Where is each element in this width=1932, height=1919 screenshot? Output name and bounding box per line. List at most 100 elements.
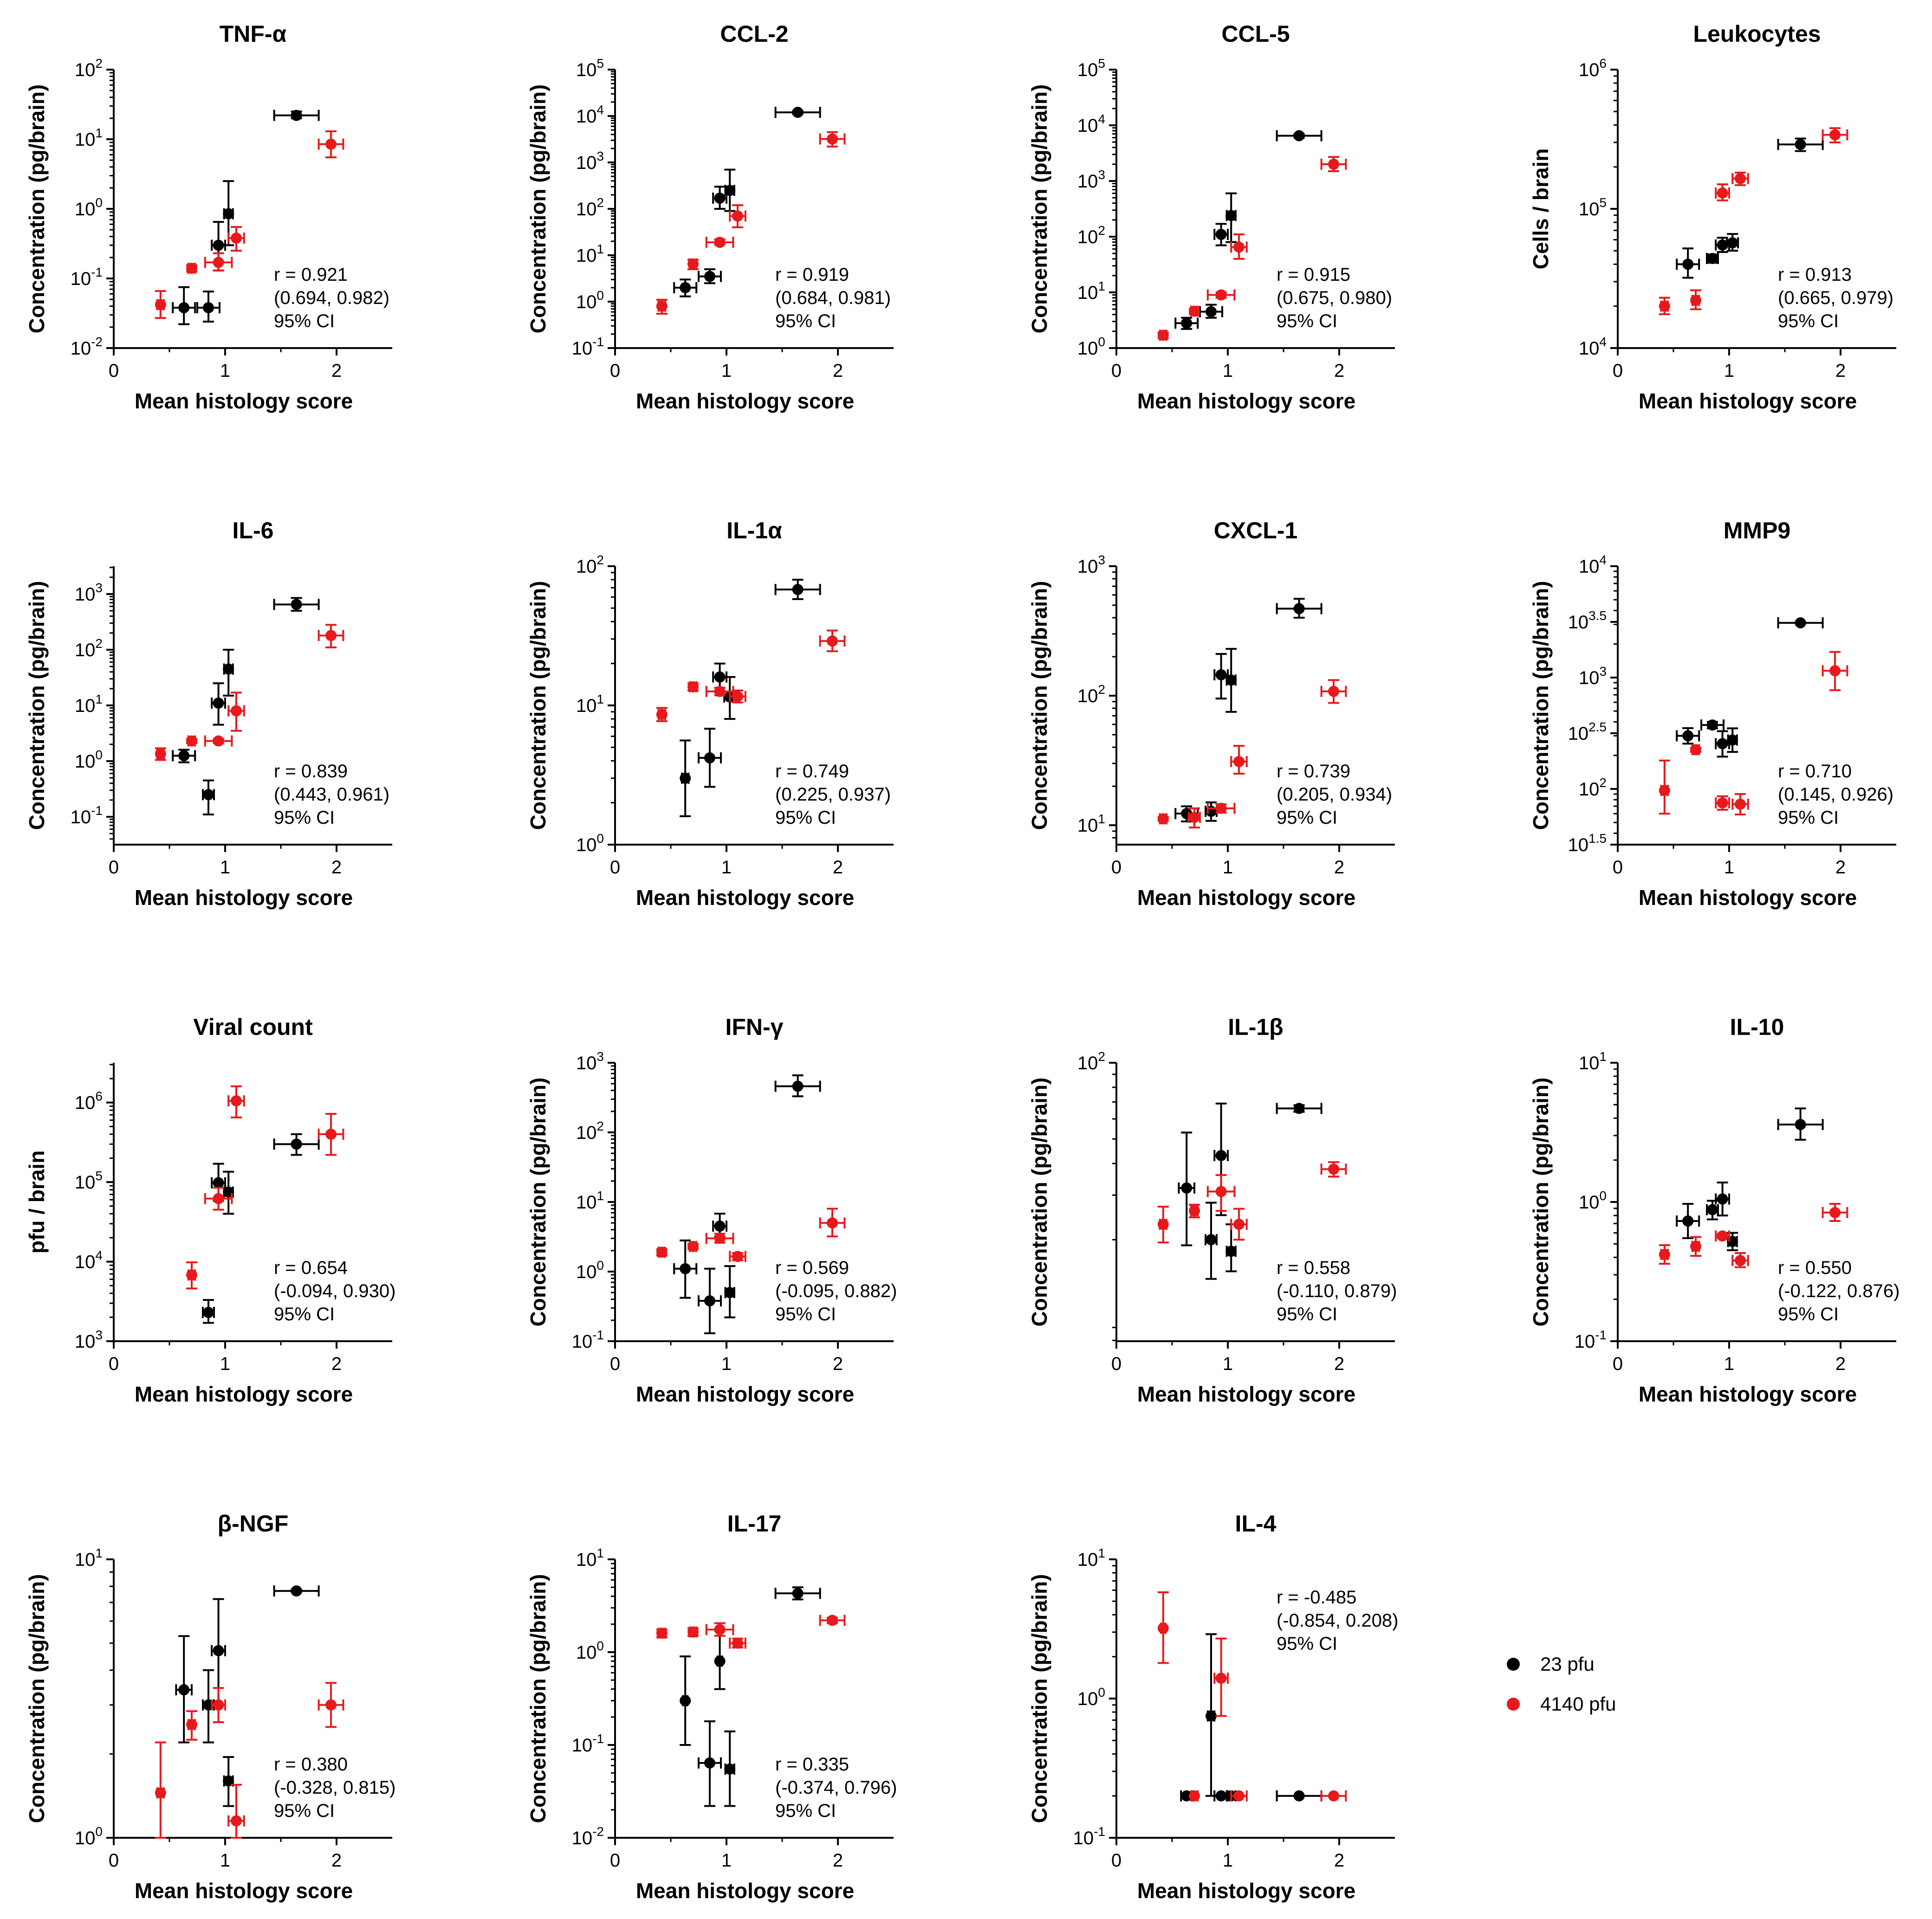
correlation-r: r = 0.380 — [274, 1754, 348, 1775]
data-point — [698, 268, 722, 284]
series-4140-pfu — [1157, 1591, 1347, 1802]
correlation-r: r = 0.558 — [1277, 1258, 1350, 1278]
data-point — [656, 1247, 668, 1258]
data-point — [172, 286, 196, 325]
point-marker — [1215, 1150, 1227, 1161]
point-marker — [325, 138, 337, 150]
y-tick-exponent: 0 — [596, 1639, 604, 1653]
data-point — [273, 1585, 320, 1597]
data-point — [1230, 745, 1248, 775]
x-tick-label: 2 — [833, 1850, 843, 1871]
point-marker — [656, 300, 668, 312]
point-marker — [714, 671, 726, 683]
point-marker — [1829, 1207, 1841, 1218]
point-marker — [714, 1221, 726, 1232]
legend: 23 pfu 4140 pfu — [1507, 1653, 1616, 1715]
y-tick-exponent: 2 — [95, 636, 103, 651]
data-point — [1659, 759, 1670, 815]
x-tick-label: 0 — [109, 1850, 119, 1871]
confidence-interval: (-0.854, 0.208) — [1277, 1610, 1398, 1631]
x-tick-label: 2 — [833, 1354, 843, 1374]
y-tick-label: 100 — [576, 288, 604, 312]
point-marker — [1659, 785, 1670, 796]
point-marker — [732, 1637, 743, 1649]
data-point — [1157, 1206, 1169, 1244]
y-tick-exponent: 5 — [1599, 195, 1607, 210]
data-point — [1205, 1202, 1218, 1280]
x-tick-label: 1 — [220, 1850, 230, 1871]
point-marker — [1717, 738, 1728, 750]
series-4140-pfu — [1157, 156, 1347, 341]
data-point — [1213, 1637, 1229, 1717]
y-tick-label: 101 — [576, 242, 604, 266]
point-marker — [1717, 797, 1728, 808]
correlation-r: r = 0.550 — [1778, 1258, 1852, 1278]
data-point — [819, 1208, 846, 1238]
y-tick-exponent: 1 — [95, 126, 103, 140]
correlation-r: r = 0.335 — [775, 1754, 849, 1775]
y-axis-title: Concentration (pg/brain) — [1027, 84, 1051, 334]
panel-title: IL-1β — [1228, 1014, 1283, 1040]
data-point — [1189, 1790, 1200, 1802]
data-point — [656, 1628, 668, 1639]
panel-title: CCL-2 — [720, 21, 788, 47]
data-point — [204, 735, 233, 747]
series-4140-pfu — [1659, 651, 1848, 815]
data-point — [1659, 1244, 1670, 1265]
data-point — [1199, 304, 1223, 319]
y-tick-label: 105 — [1579, 195, 1607, 220]
data-point — [1715, 1182, 1730, 1217]
x-tick-label: 1 — [220, 857, 230, 878]
data-point — [1822, 127, 1848, 143]
point-marker — [1293, 1103, 1305, 1114]
data-point — [1188, 807, 1201, 829]
y-tick-label: 101 — [1077, 1546, 1105, 1570]
x-tick-label: 0 — [1111, 857, 1122, 878]
point-marker — [1717, 239, 1728, 251]
y-tick-label: 102 — [576, 553, 604, 577]
data-point — [223, 649, 234, 697]
correlation-r: r = -0.485 — [1277, 1587, 1356, 1608]
data-point — [656, 298, 668, 315]
x-tick-label: 2 — [1835, 361, 1846, 381]
point-marker — [1181, 1182, 1193, 1194]
y-tick-exponent: 6 — [95, 1089, 103, 1104]
series-23-pfu — [1178, 1102, 1323, 1280]
data-point — [202, 1299, 215, 1324]
data-point — [1676, 247, 1700, 279]
y-tick-exponent: 2.5 — [1588, 720, 1607, 734]
point-marker — [714, 1233, 726, 1244]
data-point — [712, 1213, 727, 1238]
y-tick-exponent: -1 — [91, 803, 103, 818]
data-point — [223, 1756, 234, 1807]
point-marker — [1735, 798, 1746, 810]
y-tick-label: 102 — [75, 56, 103, 80]
ci-label: 95% CI — [274, 808, 335, 828]
x-tick-label: 2 — [833, 361, 843, 381]
point-marker — [1690, 1241, 1701, 1252]
x-tick-label: 0 — [1111, 1850, 1122, 1871]
confidence-interval: (-0.328, 0.815) — [274, 1777, 395, 1798]
y-tick-exponent: -1 — [592, 1732, 604, 1746]
data-point — [680, 1655, 691, 1746]
x-axis-title: Mean histology score — [135, 1382, 353, 1406]
point-marker — [1157, 1622, 1169, 1634]
y-tick-exponent: 4 — [596, 103, 604, 117]
data-point — [211, 1687, 226, 1724]
data-point — [729, 689, 746, 704]
point-marker — [732, 210, 743, 222]
point-marker — [1225, 674, 1237, 686]
y-tick-label: 100 — [1077, 1685, 1105, 1709]
x-tick-label: 0 — [1111, 361, 1122, 381]
data-point — [1715, 183, 1730, 201]
series-4140-pfu — [155, 130, 344, 319]
point-marker — [1707, 252, 1718, 264]
series-23-pfu — [1676, 617, 1824, 758]
point-marker — [656, 1628, 668, 1639]
y-tick-label: 103 — [1077, 553, 1105, 577]
data-point — [227, 1085, 245, 1118]
panel-title: MMP9 — [1724, 517, 1790, 543]
data-point — [1320, 679, 1347, 704]
y-tick-exponent: 1 — [95, 692, 103, 706]
panel-leukocytes: Leukocytes 104 105 106 0 1 2 Mean histology sco… — [1529, 21, 1896, 413]
